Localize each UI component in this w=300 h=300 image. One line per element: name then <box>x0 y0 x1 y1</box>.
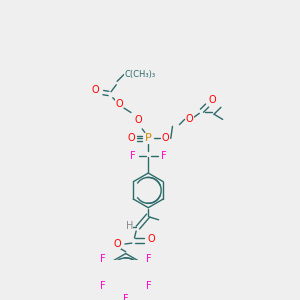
Text: O: O <box>127 134 135 143</box>
Text: C(CH₃)₃: C(CH₃)₃ <box>124 70 155 79</box>
Text: F: F <box>161 151 167 161</box>
Text: H: H <box>125 221 133 231</box>
Text: O: O <box>134 115 142 125</box>
Text: O: O <box>147 234 155 244</box>
Text: O: O <box>162 134 170 143</box>
Text: P: P <box>145 134 152 143</box>
Text: F: F <box>146 281 152 291</box>
Text: O: O <box>113 239 121 249</box>
Text: O: O <box>208 95 216 105</box>
Text: O: O <box>92 85 99 95</box>
Text: F: F <box>130 151 136 161</box>
Text: F: F <box>146 254 152 264</box>
Text: O: O <box>115 99 123 109</box>
Text: F: F <box>100 254 105 264</box>
Text: O: O <box>186 113 194 124</box>
Text: F: F <box>123 294 129 300</box>
Text: F: F <box>100 281 105 291</box>
